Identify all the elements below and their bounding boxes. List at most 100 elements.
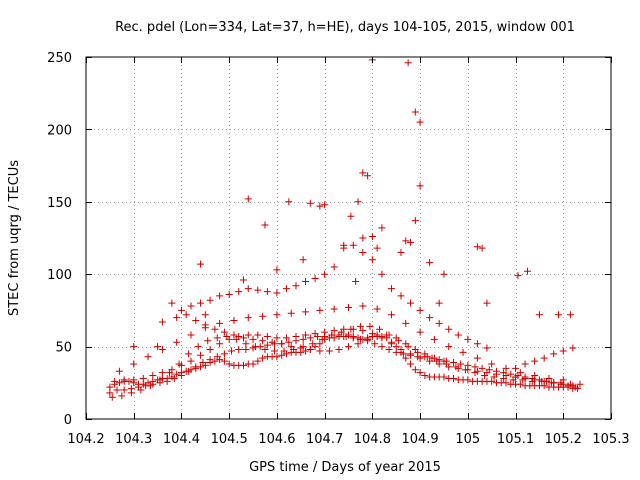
data-point bbox=[402, 319, 410, 327]
data-point bbox=[254, 357, 262, 365]
data-point bbox=[416, 306, 424, 314]
data-point bbox=[478, 364, 486, 372]
y-tick-label: 250 bbox=[47, 51, 72, 66]
data-point bbox=[206, 345, 214, 353]
data-point bbox=[254, 331, 262, 339]
data-point bbox=[249, 335, 257, 343]
data-point bbox=[473, 340, 481, 348]
data-point bbox=[488, 377, 496, 385]
data-point bbox=[175, 360, 183, 368]
data-point bbox=[168, 299, 176, 307]
data-point bbox=[206, 296, 214, 304]
x-tick-label: 104.8 bbox=[354, 432, 391, 447]
data-point bbox=[299, 256, 307, 264]
data-point bbox=[450, 374, 457, 382]
data-point bbox=[278, 351, 286, 359]
data-point bbox=[483, 344, 491, 352]
data-point bbox=[197, 299, 205, 307]
data-point bbox=[285, 338, 293, 346]
data-point bbox=[220, 357, 228, 365]
data-point bbox=[127, 389, 135, 397]
data-point bbox=[158, 369, 166, 377]
data-point bbox=[373, 305, 381, 313]
data-point bbox=[325, 347, 333, 355]
data-point bbox=[311, 330, 319, 338]
data-point bbox=[445, 325, 453, 333]
data-point bbox=[376, 325, 384, 333]
data-point bbox=[173, 370, 181, 378]
data-point bbox=[445, 343, 453, 351]
data-point bbox=[259, 312, 267, 320]
data-point bbox=[170, 374, 178, 382]
data-point bbox=[559, 347, 567, 355]
data-point bbox=[378, 270, 386, 278]
data-point bbox=[273, 334, 281, 342]
data-point bbox=[430, 335, 438, 343]
data-point bbox=[523, 267, 531, 275]
data-point bbox=[566, 380, 574, 388]
data-point bbox=[359, 302, 367, 310]
data-point bbox=[282, 334, 290, 342]
data-point bbox=[545, 374, 553, 382]
data-point bbox=[309, 340, 317, 348]
data-point bbox=[371, 340, 379, 348]
data-point bbox=[342, 332, 350, 340]
data-point bbox=[316, 306, 324, 314]
data-point bbox=[192, 317, 200, 325]
data-point bbox=[576, 380, 584, 388]
data-point bbox=[399, 350, 407, 358]
data-point bbox=[232, 335, 240, 343]
data-point bbox=[271, 347, 279, 355]
data-point bbox=[566, 311, 574, 319]
data-point bbox=[387, 340, 395, 348]
data-point bbox=[483, 299, 491, 307]
data-point bbox=[531, 372, 539, 380]
data-point bbox=[368, 256, 376, 264]
data-point bbox=[287, 309, 295, 317]
data-point bbox=[230, 317, 238, 325]
data-point bbox=[416, 354, 424, 362]
data-point bbox=[235, 288, 243, 296]
data-point bbox=[373, 332, 381, 340]
x-tick-label: 104.2 bbox=[67, 432, 104, 447]
data-point bbox=[302, 308, 310, 316]
data-point bbox=[378, 224, 386, 232]
data-point bbox=[130, 360, 138, 368]
data-point bbox=[197, 351, 205, 359]
data-point bbox=[115, 379, 123, 387]
data-point bbox=[411, 345, 419, 353]
data-point bbox=[555, 311, 562, 319]
x-tick-label: 104.4 bbox=[163, 432, 200, 447]
data-point bbox=[316, 340, 324, 348]
data-point bbox=[108, 393, 116, 401]
y-tick-label: 0 bbox=[64, 413, 72, 428]
data-point bbox=[137, 386, 145, 394]
data-point bbox=[225, 290, 233, 298]
y-tick-labels: 0 50 100 150 200 250 bbox=[47, 51, 72, 428]
data-point bbox=[225, 360, 233, 368]
data-point bbox=[149, 372, 157, 380]
data-point bbox=[435, 299, 443, 307]
data-point bbox=[139, 374, 147, 382]
data-point bbox=[502, 379, 510, 387]
data-point bbox=[321, 270, 329, 278]
data-point bbox=[359, 248, 367, 256]
data-point bbox=[359, 327, 367, 335]
grid-lines bbox=[86, 57, 611, 419]
data-point bbox=[516, 380, 524, 388]
data-point bbox=[292, 282, 300, 290]
data-point bbox=[316, 202, 324, 210]
data-point bbox=[113, 386, 121, 394]
data-point bbox=[435, 319, 443, 327]
data-point bbox=[464, 376, 472, 384]
y-axis-label: STEC from uqrg / TECUs bbox=[7, 160, 22, 316]
data-point bbox=[519, 376, 527, 384]
data-point bbox=[402, 354, 410, 362]
data-point bbox=[201, 311, 209, 319]
data-point bbox=[306, 199, 314, 207]
data-point bbox=[473, 354, 481, 362]
data-point bbox=[273, 289, 281, 297]
data-point bbox=[282, 285, 290, 293]
data-points bbox=[106, 56, 584, 401]
